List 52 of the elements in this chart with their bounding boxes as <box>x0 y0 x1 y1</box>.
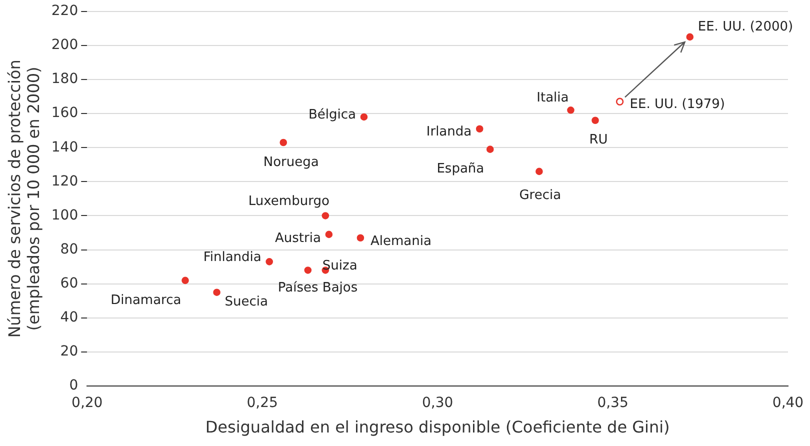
point <box>213 288 220 296</box>
x-tick-label: 0,30 <box>422 395 454 412</box>
point <box>304 266 312 274</box>
x-axis-title: Desigualdad en el ingreso disponible (Coeficiente de Gini) <box>205 418 670 437</box>
point <box>536 168 543 176</box>
point <box>686 33 694 41</box>
point <box>356 234 364 242</box>
point <box>616 98 624 106</box>
point <box>325 230 333 238</box>
annotation: Alemania <box>370 234 432 250</box>
x-tick-label: 0,25 <box>246 395 278 412</box>
y-tick-label: 120 <box>51 173 78 190</box>
y-tick-label: 20 <box>60 344 78 360</box>
annotation: Suiza <box>322 258 358 274</box>
y-tick-label: 40 <box>60 310 78 326</box>
point <box>322 212 330 220</box>
y-tick-label: 100 <box>51 207 78 224</box>
annotation: Finlandia <box>203 250 262 266</box>
annotation: Italia <box>536 90 569 106</box>
annotation: Luxemburgo <box>248 194 330 210</box>
annotation: Noruega <box>263 154 319 170</box>
y-tick-label: 80 <box>60 241 78 258</box>
point <box>280 138 288 146</box>
point <box>266 258 273 266</box>
point <box>486 146 494 153</box>
x-tick-label: 0,20 <box>72 395 103 412</box>
x-tick-label: 0,40 <box>772 395 804 412</box>
y-tick-label: 200 <box>51 37 78 54</box>
point <box>567 106 574 114</box>
annotation: España <box>436 162 484 177</box>
annotation: Irlanda <box>426 124 472 140</box>
annotation: Grecia <box>519 188 562 203</box>
annotation: Países Bajos <box>278 280 358 296</box>
y-tick-label: 140 <box>51 139 78 156</box>
annotation: Bélgica <box>308 107 356 122</box>
y-tick-label: 180 <box>51 71 78 88</box>
annotation: RU <box>589 132 608 148</box>
y-tick-label: 0 <box>69 378 78 394</box>
x-tick-label: 0,35 <box>597 395 628 412</box>
y-tick-label: 220 <box>51 3 78 20</box>
point <box>182 276 189 284</box>
annotation: Austria <box>274 230 321 246</box>
y-axis-title: Número de servicios de protección (empleados por 10 000 en 2000) <box>4 60 43 338</box>
point <box>592 116 599 124</box>
point <box>360 113 368 121</box>
annotation: EE. UU. (2000) <box>698 19 794 34</box>
annotation: EE. UU. (1979) <box>630 97 726 112</box>
annotation: Suecia <box>224 294 268 310</box>
y-tick-label: 60 <box>60 275 78 292</box>
y-tick-label: 160 <box>51 105 78 122</box>
annotation: Dinamarca <box>110 292 182 308</box>
point <box>476 125 484 133</box>
